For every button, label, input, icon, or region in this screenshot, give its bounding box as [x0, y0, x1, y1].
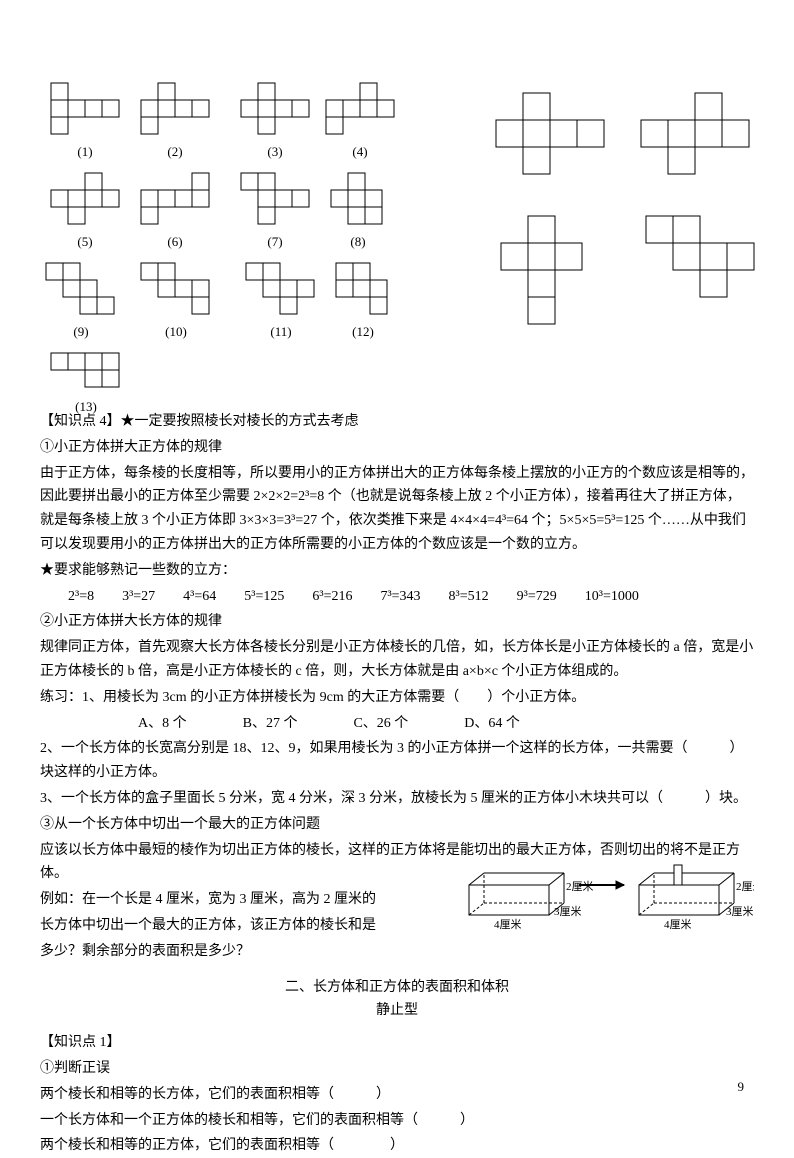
page-number: 9 — [738, 1076, 745, 1098]
net-label-3: (3) — [240, 141, 310, 163]
kp4-ex1: 练习：1、用棱长为 3cm 的小正方体拼棱长为 9cm 的大正方体需要（ ）个小… — [40, 686, 754, 710]
kp4-p2: 由于正方体，每条棱的长度相等，所以要用小的正方体拼出大的正方体每条棱上摆放的小正… — [40, 462, 754, 557]
kp4-p4: ②小正方体拼大长方体的规律 — [40, 610, 754, 634]
net-large-2 — [640, 92, 755, 182]
cuboid-l3: 4厘米 — [494, 918, 522, 931]
net-1: (1) — [50, 82, 120, 163]
net-label-12: (12) — [335, 321, 391, 343]
cuboid-r2: 3厘米 — [726, 905, 754, 918]
kp4-cubes: 2³=8 3³=27 4³=64 5³=125 6³=216 7³=343 8³… — [40, 585, 754, 609]
cuboid-diagram: 2厘米 3厘米 4厘米 2厘米 3厘米 4厘米 — [464, 855, 754, 944]
net-label-10: (10) — [140, 321, 212, 343]
kp4-p5: 规律同正方体，首先观察大长方体各棱长分别是小正方体棱长的几倍，如，长方体长是小正… — [40, 636, 754, 684]
net-large-4 — [645, 215, 760, 305]
kp4-p3: ★要求能够熟记一些数的立方： — [40, 559, 754, 583]
cuboid-r1: 2厘米 — [736, 880, 754, 893]
net-label-2: (2) — [140, 141, 210, 163]
net-large-3 — [500, 215, 590, 330]
kp4-title: 【知识点 4】★一定要按照棱长对棱长的方式去考虑 — [40, 410, 754, 434]
section-2-title: 二、长方体和正方体的表面积和体积 — [40, 976, 754, 1000]
cuboid-l1: 2厘米 — [566, 880, 594, 893]
net-label-9: (9) — [45, 321, 117, 343]
net-label-5: (5) — [50, 231, 120, 253]
net-label-8: (8) — [330, 231, 386, 253]
net-11: (11) — [245, 262, 317, 343]
net-large-1 — [495, 92, 610, 182]
cuboid-l2: 3厘米 — [554, 905, 582, 918]
knowledge-point-1: 【知识点 1】 ①判断正误 两个棱长和相等的长方体，它们的表面积相等（ ） 一个… — [40, 1031, 754, 1158]
kp1-title: 【知识点 1】 — [40, 1031, 754, 1055]
kp4-ex2: 2、一个长方体的长宽高分别是 18、12、9，如果用棱长为 3 的小正方体拼一个… — [40, 737, 754, 785]
net-8: (8) — [330, 172, 386, 253]
net-12: (12) — [335, 262, 391, 343]
net-label-6: (6) — [140, 231, 210, 253]
kp1-j3: 两个棱长和相等的正方体，它们的表面积相等（ ） — [40, 1134, 754, 1158]
kp1-j1: 两个棱长和相等的长方体，它们的表面积相等（ ） — [40, 1083, 754, 1107]
net-4: (4) — [325, 82, 395, 163]
cube-nets-grid: (1) (2) (3) — [40, 40, 754, 400]
kp4-ex3: 3、一个长方体的盒子里面长 5 分米，宽 4 分米，深 3 分米，放棱长为 5 … — [40, 787, 754, 811]
net-13: (13) — [50, 352, 122, 418]
net-label-7: (7) — [240, 231, 310, 253]
kp4-ex1-options: A、8 个 B、27 个 C、26 个 D、64 个 — [40, 712, 754, 736]
net-label-13: (13) — [50, 396, 122, 418]
kp4-p6: ③从一个长方体中切出一个最大的正方体问题 — [40, 813, 754, 837]
net-9: (9) — [45, 262, 117, 343]
section-2-header: 二、长方体和正方体的表面积和体积 静止型 — [40, 976, 754, 1024]
net-2: (2) — [140, 82, 210, 163]
kp1-p1: ①判断正误 — [40, 1057, 754, 1081]
net-label-11: (11) — [245, 321, 317, 343]
net-7: (7) — [240, 172, 310, 253]
kp4-p1: ①小正方体拼大正方体的规律 — [40, 436, 754, 460]
net-label-4: (4) — [325, 141, 395, 163]
net-5: (5) — [50, 172, 120, 253]
net-3: (3) — [240, 82, 310, 163]
net-label-1: (1) — [50, 141, 120, 163]
section-2-subtitle: 静止型 — [40, 999, 754, 1023]
net-6: (6) — [140, 172, 210, 253]
kp1-j2: 一个长方体和一个正方体的棱长和相等，它们的表面积相等（ ） — [40, 1109, 754, 1133]
net-10: (10) — [140, 262, 212, 343]
cuboid-r3: 4厘米 — [664, 918, 692, 931]
